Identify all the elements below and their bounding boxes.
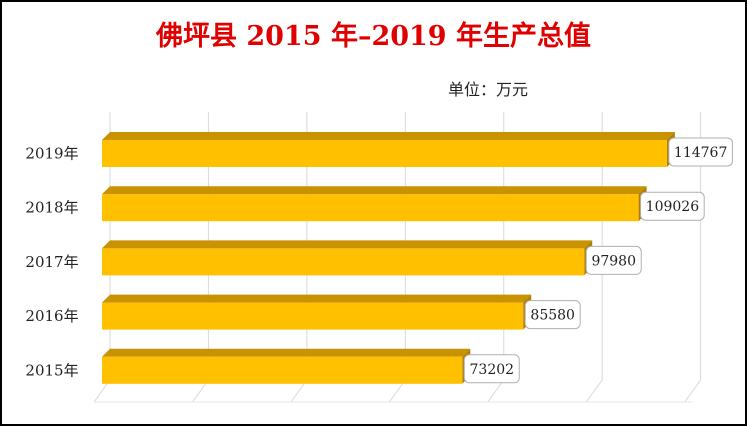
category-label: 2019年: [25, 145, 78, 163]
category-label: 2016年: [25, 307, 78, 325]
category-label: 2017年: [25, 253, 78, 271]
gridline-floor: [684, 379, 702, 403]
bar: [102, 140, 667, 167]
bar: [102, 356, 463, 384]
data-label-box: [463, 354, 520, 384]
bar: [102, 248, 585, 276]
data-label: 73202: [470, 362, 515, 378]
category-label: 2015年: [25, 361, 78, 379]
bar-top: [102, 186, 647, 195]
bar: [102, 194, 639, 222]
data-label-box: [524, 300, 581, 330]
bar-top: [102, 348, 471, 357]
gridline-floor: [487, 379, 505, 403]
bar-top: [102, 240, 593, 249]
data-label-box: [585, 245, 642, 275]
bar-top: [102, 294, 532, 303]
gridline-floor: [585, 379, 603, 403]
data-label: 114767: [674, 145, 727, 161]
bar: [102, 302, 524, 330]
data-label: 97980: [591, 253, 636, 269]
data-label-box: [668, 137, 733, 167]
data-label: 85580: [530, 308, 575, 324]
unit-label: 单位：万元: [448, 80, 529, 99]
chart-title: 佛坪县 2015 年–2019 年生产总值: [156, 21, 591, 52]
data-label-box: [640, 191, 705, 221]
category-label: 2018年: [25, 199, 78, 217]
data-label: 109026: [646, 199, 700, 215]
bar-top: [102, 132, 675, 140]
